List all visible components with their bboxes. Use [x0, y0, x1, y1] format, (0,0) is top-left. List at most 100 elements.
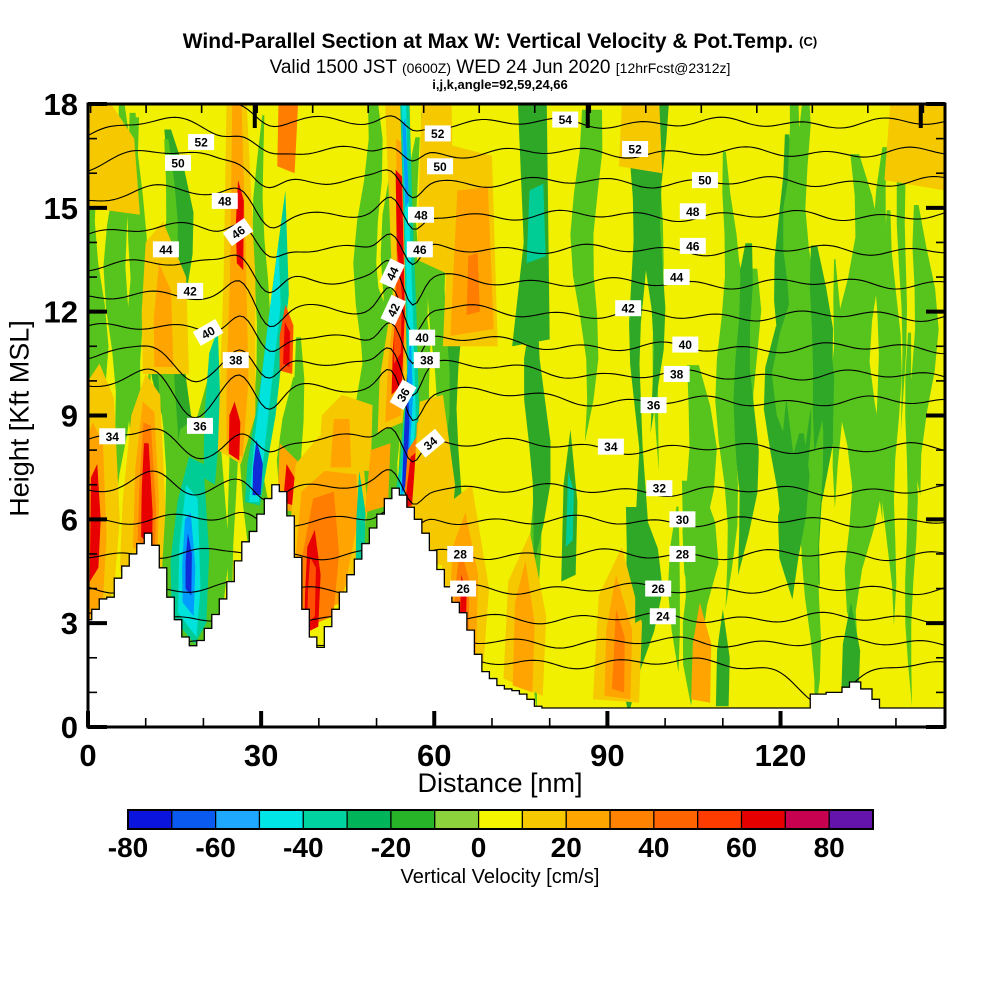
- colorbar-tick-label: 0: [471, 832, 487, 863]
- isentrope-label-28: 28: [669, 545, 696, 562]
- velocity-feature-teal: [203, 328, 221, 485]
- velocity-feature-gold: [88, 104, 140, 215]
- plot-area: 54 52 52 52 50 50 50 48 48 48 46 46 46 44 44 44 42 42 42 40…: [88, 104, 945, 727]
- isentrope-label-40: 40: [409, 329, 436, 346]
- colorbar-tick-label: -60: [195, 832, 235, 863]
- velocity-feature-amber: [365, 443, 391, 513]
- colorbar-tick-label: -40: [283, 832, 323, 863]
- colorbar-segment: [171, 809, 217, 830]
- isentrope-label-34: 34: [415, 428, 446, 458]
- y-tick-label: 15: [44, 191, 78, 226]
- svg-text:46: 46: [686, 239, 700, 253]
- valid-date: WED 24 Jun 2020: [456, 57, 611, 78]
- isentrope-label-34: 34: [597, 438, 624, 455]
- svg-text:40: 40: [199, 323, 218, 342]
- y-tick-label: 0: [61, 710, 78, 745]
- colorbar-segment: [653, 809, 699, 830]
- terrain-silhouette: [88, 484, 945, 727]
- colorbar-segment: [215, 809, 261, 830]
- svg-text:42: 42: [385, 301, 403, 319]
- colorbar-tick-label: 20: [551, 832, 582, 863]
- isentrope-label-50: 50: [165, 154, 192, 171]
- isentrope-label-42: 42: [380, 294, 407, 326]
- isentrope-label-30: 30: [669, 511, 696, 528]
- velocity-feature-amber: [691, 602, 712, 703]
- isentrope-line-32: [88, 469, 945, 505]
- velocity-feature-dkgreen: [779, 398, 794, 520]
- x-tick-label: 90: [590, 738, 624, 773]
- velocity-feature-dkgreen: [715, 609, 730, 707]
- page-title: Wind-Parallel Section at Max W: Vertical…: [0, 30, 1000, 54]
- colorbar-tick-label: 80: [814, 832, 845, 863]
- isentrope-line-54: [88, 104, 945, 132]
- y-axis-title: Height [Kft MSL]: [4, 320, 35, 517]
- isentrope-label-54: 54: [552, 111, 579, 128]
- colorbar-segment: [784, 809, 830, 830]
- valid-time: Valid 1500 JST: [269, 57, 397, 78]
- texture-downdraft-blob: [524, 317, 551, 567]
- colorbar-title: Vertical Velocity [cm/s]: [400, 866, 600, 888]
- svg-text:36: 36: [647, 399, 661, 413]
- velocity-feature-dkorange: [307, 557, 316, 624]
- x-tick-label: 120: [755, 738, 807, 773]
- colorbar-segment: [609, 809, 655, 830]
- svg-text:40: 40: [415, 331, 429, 345]
- y-tick-label: 12: [44, 295, 78, 330]
- isentrope-label-42: 42: [177, 282, 204, 299]
- texture-downdraft-blob: [801, 347, 824, 722]
- texture-downdraft-blob: [832, 259, 845, 509]
- svg-text:34: 34: [604, 440, 618, 454]
- velocity-feature-red: [141, 443, 153, 548]
- svg-text:42: 42: [621, 302, 635, 316]
- isentrope-label-42: 42: [615, 300, 642, 317]
- isentrope-line-42: [88, 280, 945, 335]
- svg-text:54: 54: [559, 113, 573, 127]
- valid-time-line: Valid 1500 JST (0600Z) WED 24 Jun 2020 […: [0, 57, 1000, 79]
- isentrope-line-28: [88, 546, 945, 564]
- velocity-feature-teal: [565, 470, 574, 548]
- svg-text:28: 28: [676, 547, 690, 561]
- svg-text:36: 36: [394, 385, 413, 404]
- velocity-feature-skyblue: [402, 117, 409, 208]
- colorbar-segment: [521, 809, 567, 830]
- velocity-feature-blue: [252, 439, 263, 496]
- svg-text:48: 48: [686, 205, 700, 219]
- isentrope-label-38: 38: [413, 352, 440, 369]
- colorbar-segment: [302, 809, 348, 830]
- svg-text:26: 26: [651, 582, 665, 596]
- svg-text:34: 34: [106, 430, 120, 444]
- svg-text:38: 38: [670, 367, 684, 381]
- svg-text:44: 44: [670, 271, 684, 285]
- x-tick-label: 30: [244, 738, 278, 773]
- title-text: Wind-Parallel Section at Max W: Vertical…: [182, 30, 794, 53]
- texture-downdraft-blob: [640, 104, 669, 433]
- colorbar-tick-label: 60: [726, 832, 757, 863]
- svg-text:46: 46: [413, 243, 427, 257]
- isentrope-label-52: 52: [424, 125, 451, 142]
- colorbar-segment: [565, 809, 611, 830]
- isentrope-line-36: [88, 368, 945, 422]
- svg-text:50: 50: [433, 160, 447, 174]
- velocity-feature-dkgreen: [841, 602, 861, 700]
- svg-text:42: 42: [183, 284, 197, 298]
- isentrope-label-44: 44: [379, 258, 405, 289]
- x-axis-title: Distance [nm]: [417, 768, 583, 798]
- velocity-feature-red: [283, 322, 290, 368]
- velocity-feature-orange: [612, 609, 625, 693]
- svg-text:44: 44: [383, 265, 401, 283]
- isentrope-label-46: 46: [406, 241, 433, 258]
- velocity-feature-dkgreen: [635, 422, 648, 624]
- colorbar-segment: [477, 809, 524, 830]
- texture-downdraft-blob: [873, 147, 895, 521]
- isentrope-label-44: 44: [663, 269, 690, 286]
- texture-downdraft-blob: [832, 154, 883, 653]
- velocity-feature-orange: [277, 104, 299, 174]
- isentrope-label-52: 52: [622, 140, 649, 157]
- isentrope-label-34: 34: [99, 428, 126, 445]
- forecast-info: [12hrFcst@2312z]: [615, 60, 731, 76]
- isentrope-label-50: 50: [427, 158, 454, 175]
- isentrope-line-40: [88, 315, 945, 365]
- colorbar-segment: [434, 809, 480, 830]
- svg-text:40: 40: [679, 338, 693, 352]
